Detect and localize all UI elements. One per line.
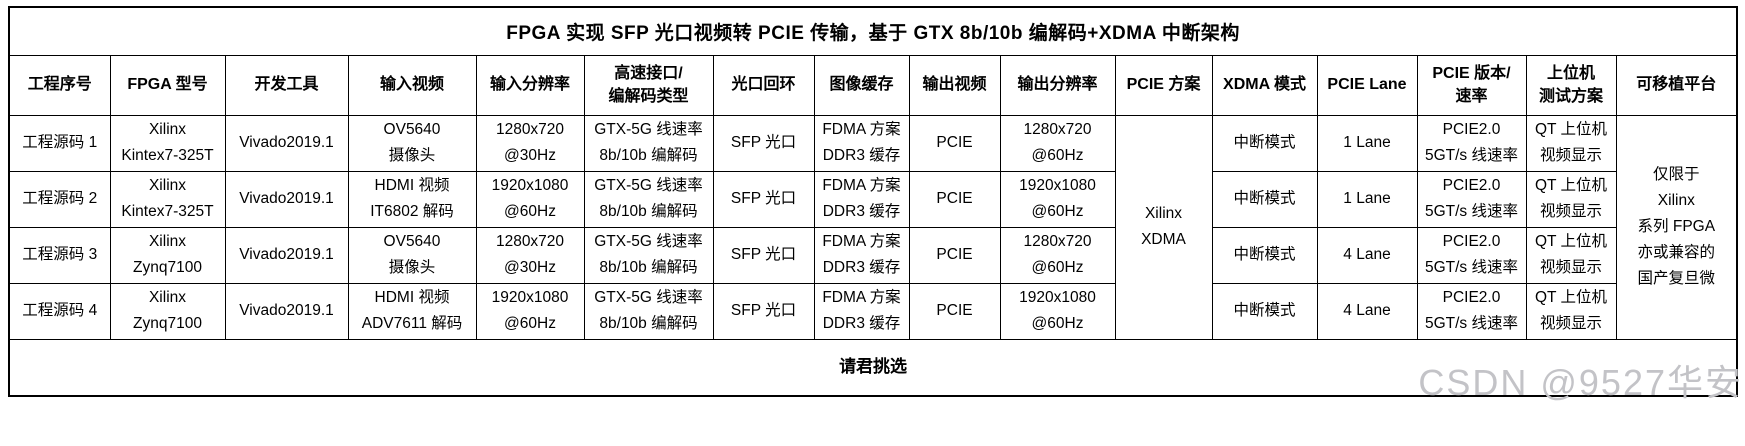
cell-xdma-mode: 中断模式 bbox=[1211, 226, 1318, 284]
cell-optical-loopback: SFP 光口 bbox=[712, 170, 815, 228]
cell-fpga-model: Xilinx Zynq7100 bbox=[109, 282, 226, 340]
cell-project-no: 工程源码 3 bbox=[8, 226, 111, 284]
cell-host-test: QT 上位机 视频显示 bbox=[1525, 170, 1617, 228]
cell-output-resolution: 1280x720 @60Hz bbox=[999, 114, 1116, 172]
column-header-output-resolution: 输出分辨率 bbox=[999, 54, 1116, 116]
cell-fpga-model: Xilinx Zynq7100 bbox=[109, 226, 226, 284]
cell-image-buffer: FDMA 方案 DDR3 缓存 bbox=[813, 114, 910, 172]
cell-project-no: 工程源码 2 bbox=[8, 170, 111, 228]
column-header-input-resolution: 输入分辨率 bbox=[475, 54, 585, 116]
cell-pcie-version: PCIE2.0 5GT/s 线速率 bbox=[1416, 282, 1527, 340]
cell-project-no: 工程源码 4 bbox=[8, 282, 111, 340]
cell-input-video: OV5640 摄像头 bbox=[347, 114, 477, 172]
cell-highspeed-codec: GTX-5G 线速率 8b/10b 编解码 bbox=[583, 226, 714, 284]
cell-image-buffer: FDMA 方案 DDR3 缓存 bbox=[813, 170, 910, 228]
cell-highspeed-codec: GTX-5G 线速率 8b/10b 编解码 bbox=[583, 282, 714, 340]
cell-fpga-model: Xilinx Kintex7-325T bbox=[109, 170, 226, 228]
column-header-xdma-mode: XDMA 模式 bbox=[1211, 54, 1318, 116]
cell-highspeed-codec: GTX-5G 线速率 8b/10b 编解码 bbox=[583, 114, 714, 172]
table-row-2: 工程源码 2 Xilinx Kintex7-325T Vivado2019.1 … bbox=[8, 170, 1737, 228]
cell-fpga-model: Xilinx Kintex7-325T bbox=[109, 114, 226, 172]
cell-xdma-mode: 中断模式 bbox=[1211, 114, 1318, 172]
column-header-dev-tool: 开发工具 bbox=[224, 54, 349, 116]
cell-input-video: HDMI 视频 ADV7611 解码 bbox=[347, 282, 477, 340]
cell-dev-tool: Vivado2019.1 bbox=[224, 114, 349, 172]
cell-optical-loopback: SFP 光口 bbox=[712, 114, 815, 172]
table-footer-row: 请君挑选 bbox=[8, 338, 1738, 397]
cell-input-resolution: 1280x720 @30Hz bbox=[475, 226, 585, 284]
cell-optical-loopback: SFP 光口 bbox=[712, 226, 815, 284]
column-header-host-test: 上位机 测试方案 bbox=[1525, 54, 1617, 116]
cell-host-test: QT 上位机 视频显示 bbox=[1525, 114, 1617, 172]
column-header-portable-platform: 可移植平台 bbox=[1615, 54, 1738, 116]
cell-input-resolution: 1280x720 @30Hz bbox=[475, 114, 585, 172]
cell-pcie-lane: 1 Lane bbox=[1316, 114, 1418, 172]
cell-output-resolution: 1920x1080 @60Hz bbox=[999, 282, 1116, 340]
cell-output-video: PCIE bbox=[908, 226, 1001, 284]
cell-project-no: 工程源码 1 bbox=[8, 114, 111, 172]
cell-pcie-lane: 4 Lane bbox=[1316, 226, 1418, 284]
cell-portable-platform-merged: 仅限于 Xilinx 系列 FPGA 亦或兼容的 国产复旦微 bbox=[1615, 114, 1738, 340]
cell-input-resolution: 1920x1080 @60Hz bbox=[475, 282, 585, 340]
cell-dev-tool: Vivado2019.1 bbox=[224, 282, 349, 340]
column-header-project-no: 工程序号 bbox=[8, 54, 111, 116]
table-header-row: 工程序号 FPGA 型号 开发工具 输入视频 输入分辨率 高速接口/ 编解码类型… bbox=[8, 54, 1738, 116]
cell-input-resolution: 1920x1080 @60Hz bbox=[475, 170, 585, 228]
column-header-highspeed-codec: 高速接口/ 编解码类型 bbox=[583, 54, 714, 116]
column-header-pcie-lane: PCIE Lane bbox=[1316, 54, 1418, 116]
cell-output-video: PCIE bbox=[908, 170, 1001, 228]
cell-xdma-mode: 中断模式 bbox=[1211, 282, 1318, 340]
column-header-pcie-version: PCIE 版本/ 速率 bbox=[1416, 54, 1527, 116]
cell-input-video: OV5640 摄像头 bbox=[347, 226, 477, 284]
cell-pcie-lane: 1 Lane bbox=[1316, 170, 1418, 228]
column-header-output-video: 输出视频 bbox=[908, 54, 1001, 116]
cell-pcie-solution-merged: Xilinx XDMA bbox=[1114, 114, 1213, 340]
cell-image-buffer: FDMA 方案 DDR3 缓存 bbox=[813, 226, 910, 284]
table-title-row: FPGA 实现 SFP 光口视频转 PCIE 传输，基于 GTX 8b/10b … bbox=[8, 6, 1738, 56]
table-row-4: 工程源码 4 Xilinx Zynq7100 Vivado2019.1 HDMI… bbox=[8, 282, 1737, 340]
cell-pcie-version: PCIE2.0 5GT/s 线速率 bbox=[1416, 226, 1527, 284]
cell-optical-loopback: SFP 光口 bbox=[712, 282, 815, 340]
cell-dev-tool: Vivado2019.1 bbox=[224, 170, 349, 228]
cell-output-resolution: 1920x1080 @60Hz bbox=[999, 170, 1116, 228]
table-row-1: 工程源码 1 Xilinx Kintex7-325T Vivado2019.1 … bbox=[8, 114, 1738, 340]
cell-output-video: PCIE bbox=[908, 114, 1001, 172]
spec-table: FPGA 实现 SFP 光口视频转 PCIE 传输，基于 GTX 8b/10b … bbox=[8, 6, 1739, 397]
cell-xdma-mode: 中断模式 bbox=[1211, 170, 1318, 228]
cell-highspeed-codec: GTX-5G 线速率 8b/10b 编解码 bbox=[583, 170, 714, 228]
column-header-optical-loopback: 光口回环 bbox=[712, 54, 815, 116]
cell-pcie-lane: 4 Lane bbox=[1316, 282, 1418, 340]
cell-input-video: HDMI 视频 IT6802 解码 bbox=[347, 170, 477, 228]
column-header-fpga-model: FPGA 型号 bbox=[109, 54, 226, 116]
page-title: FPGA 实现 SFP 光口视频转 PCIE 传输，基于 GTX 8b/10b … bbox=[8, 6, 1738, 56]
cell-pcie-version: PCIE2.0 5GT/s 线速率 bbox=[1416, 170, 1527, 228]
cell-image-buffer: FDMA 方案 DDR3 缓存 bbox=[813, 282, 910, 340]
cell-pcie-version: PCIE2.0 5GT/s 线速率 bbox=[1416, 114, 1527, 172]
column-header-input-video: 输入视频 bbox=[347, 54, 477, 116]
table-row-3: 工程源码 3 Xilinx Zynq7100 Vivado2019.1 OV56… bbox=[8, 226, 1737, 284]
cell-output-resolution: 1280x720 @60Hz bbox=[999, 226, 1116, 284]
cell-host-test: QT 上位机 视频显示 bbox=[1525, 282, 1617, 340]
column-header-image-buffer: 图像缓存 bbox=[813, 54, 910, 116]
footer-note: 请君挑选 bbox=[8, 338, 1738, 397]
cell-dev-tool: Vivado2019.1 bbox=[224, 226, 349, 284]
column-header-pcie-solution: PCIE 方案 bbox=[1114, 54, 1213, 116]
cell-host-test: QT 上位机 视频显示 bbox=[1525, 226, 1617, 284]
cell-output-video: PCIE bbox=[908, 282, 1001, 340]
